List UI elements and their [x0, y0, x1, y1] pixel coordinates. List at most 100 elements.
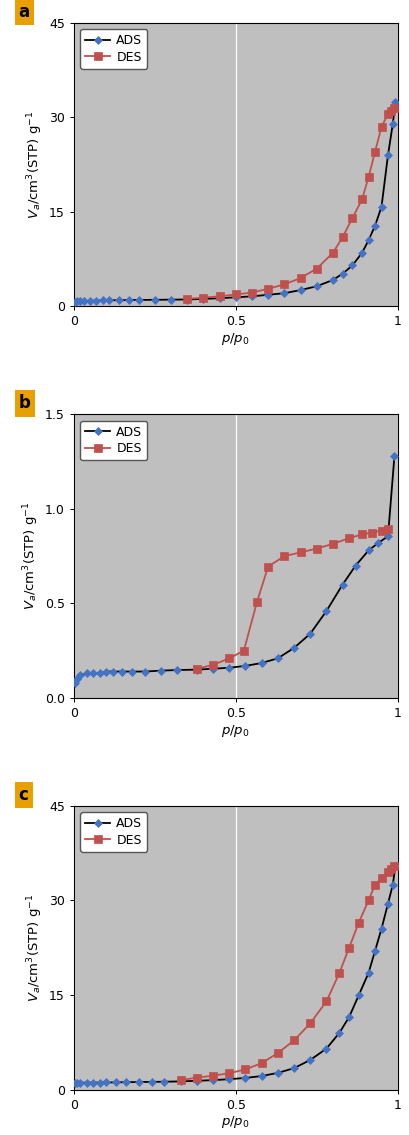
- DES: [378, 523, 383, 537]
- ADS: [90, 666, 95, 680]
- ADS: [178, 1075, 183, 1088]
- DES: [258, 1057, 263, 1070]
- ADS: [258, 656, 263, 670]
- ADS: [392, 94, 397, 108]
- ADS: [84, 1076, 89, 1090]
- DES: [384, 865, 389, 878]
- ADS: [359, 246, 364, 260]
- DES: [391, 101, 396, 115]
- DES: [210, 1069, 215, 1083]
- ADS: [226, 1073, 231, 1086]
- Line: ADS: ADS: [72, 863, 398, 1086]
- DES: [307, 1017, 312, 1031]
- DES: [194, 662, 199, 675]
- ADS: [123, 1076, 128, 1090]
- ADS: [336, 1026, 341, 1040]
- ADS: [136, 293, 141, 306]
- ADS: [210, 1074, 215, 1087]
- ADS: [307, 627, 312, 640]
- ADS: [74, 672, 79, 686]
- DES: [378, 120, 383, 134]
- ADS: [110, 665, 115, 679]
- ADS: [372, 944, 377, 958]
- ADS: [297, 284, 302, 297]
- DES: [346, 531, 351, 545]
- ADS: [97, 666, 102, 680]
- ADS: [168, 293, 173, 306]
- ADS: [281, 286, 286, 300]
- Legend: ADS, DES: ADS, DES: [80, 813, 147, 852]
- ADS: [100, 294, 105, 308]
- ADS: [107, 294, 112, 308]
- ADS: [73, 295, 78, 309]
- ADS: [78, 1076, 83, 1090]
- ADS: [103, 1076, 108, 1090]
- DES: [378, 872, 383, 885]
- DES: [226, 651, 231, 665]
- DES: [249, 286, 254, 300]
- ADS: [265, 288, 270, 302]
- X-axis label: $p/p_0$: $p/p_0$: [221, 1115, 249, 1130]
- ADS: [184, 293, 189, 306]
- ADS: [94, 294, 99, 308]
- DES: [384, 522, 389, 536]
- ADS: [346, 1010, 351, 1024]
- ADS: [119, 665, 124, 679]
- ADS: [129, 665, 134, 679]
- ADS: [384, 529, 389, 544]
- DES: [330, 537, 335, 550]
- DES: [339, 230, 344, 244]
- DES: [281, 549, 286, 563]
- DES: [265, 281, 270, 295]
- DES: [226, 1067, 231, 1081]
- ADS: [349, 259, 354, 272]
- Legend: ADS, DES: ADS, DES: [80, 30, 147, 69]
- ADS: [243, 659, 247, 673]
- DES: [369, 526, 373, 539]
- ADS: [372, 219, 377, 233]
- Legend: ADS, DES: ADS, DES: [80, 421, 147, 461]
- ADS: [339, 267, 344, 280]
- ADS: [74, 295, 79, 309]
- ADS: [291, 641, 296, 655]
- DES: [372, 145, 377, 159]
- ADS: [152, 293, 157, 306]
- DES: [355, 916, 360, 930]
- ADS: [314, 279, 319, 293]
- DES: [178, 1074, 183, 1087]
- Line: ADS: ADS: [72, 99, 398, 305]
- DES: [217, 289, 222, 303]
- ADS: [210, 662, 215, 675]
- ADS: [73, 676, 78, 690]
- DES: [184, 292, 189, 305]
- Text: a: a: [19, 3, 30, 20]
- ADS: [375, 536, 380, 549]
- ADS: [384, 897, 389, 910]
- Line: ADS: ADS: [72, 453, 397, 686]
- DES: [241, 644, 246, 657]
- ADS: [384, 149, 389, 162]
- X-axis label: $p/p_0$: $p/p_0$: [221, 331, 249, 347]
- ADS: [113, 1076, 118, 1090]
- DES: [323, 994, 328, 1008]
- ADS: [330, 274, 335, 287]
- ADS: [103, 665, 108, 679]
- ADS: [217, 292, 222, 305]
- Line: DES: DES: [176, 861, 397, 1084]
- DES: [330, 246, 335, 260]
- Line: DES: DES: [193, 524, 391, 673]
- Text: b: b: [19, 394, 31, 412]
- ADS: [194, 663, 199, 676]
- DES: [349, 211, 354, 225]
- DES: [336, 966, 341, 980]
- ADS: [97, 1076, 102, 1090]
- ADS: [81, 294, 86, 308]
- DES: [391, 859, 396, 873]
- X-axis label: $p/p_0$: $p/p_0$: [221, 723, 249, 739]
- ADS: [339, 578, 344, 591]
- ADS: [392, 859, 397, 873]
- Line: DES: DES: [183, 104, 397, 303]
- DES: [254, 596, 258, 609]
- ADS: [291, 1061, 296, 1075]
- DES: [265, 560, 270, 573]
